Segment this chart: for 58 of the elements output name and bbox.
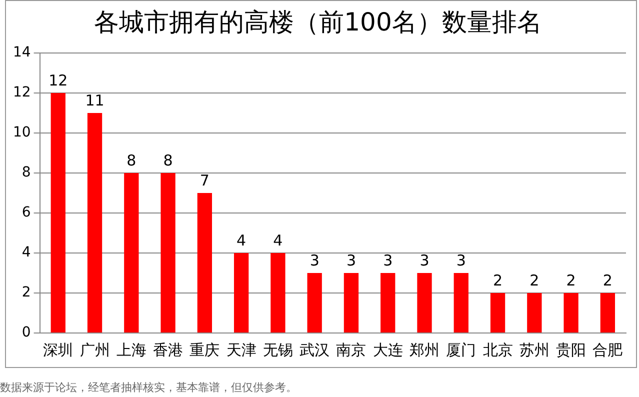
bar: [87, 113, 102, 332]
data-label: 7: [200, 171, 210, 190]
bar: [600, 293, 616, 332]
bar: [197, 193, 212, 332]
data-label: 3: [420, 251, 430, 270]
bar: [234, 253, 249, 332]
text: 数据来源于论坛，经笔者抽样核实，基本靠谱，但仅供参考。: [0, 380, 298, 395]
bar: [490, 293, 506, 332]
data-label: 2: [530, 271, 540, 290]
data-label: 11: [85, 91, 104, 110]
x-tick-label: 上海: [116, 340, 146, 359]
bar: [527, 293, 542, 332]
x-tick-label: 无锡: [262, 340, 293, 359]
x-tick-label: 重庆: [190, 340, 220, 359]
bar: [270, 253, 286, 332]
x-tick-label: 贵阳: [556, 340, 586, 359]
bar: [124, 173, 139, 332]
data-label: 3: [310, 251, 320, 270]
x-tick-label: 郑州: [410, 340, 440, 359]
bar: [50, 93, 66, 332]
y-tick-label: 0: [22, 324, 31, 341]
bar: [344, 273, 359, 332]
bar: [380, 273, 396, 332]
y-tick-label: 2: [22, 284, 31, 301]
data-label: 8: [126, 151, 136, 170]
y-tick-label: 10: [12, 124, 31, 141]
data-label: 2: [493, 271, 503, 290]
bar: [564, 293, 578, 332]
x-tick-label: 厦门: [446, 340, 476, 359]
data-label: 3: [456, 251, 466, 270]
x-tick-label: 苏州: [519, 340, 550, 359]
x-tick-label: 合肥: [592, 340, 623, 359]
data-label: 12: [48, 71, 68, 90]
data-label: 2: [602, 271, 612, 290]
x-tick-label: 大连: [372, 340, 403, 359]
data-label: 3: [346, 251, 356, 270]
data-label: 2: [566, 271, 576, 290]
x-tick-label: 武汉: [300, 340, 330, 359]
y-tick-label: 4: [22, 244, 31, 261]
data-label: 4: [273, 231, 283, 250]
x-tick-label: 天津: [226, 340, 256, 359]
x-tick-label: 广州: [80, 340, 110, 359]
x-tick-label: 深圳: [43, 340, 74, 359]
x-tick-label: 香港: [153, 340, 184, 359]
y-tick-label: 12: [12, 84, 31, 101]
bar: [454, 273, 468, 332]
chart-title: 各城市拥有的高楼（前100名）数量排名: [94, 8, 542, 36]
x-tick-label: 南京: [336, 340, 366, 359]
y-tick-label: 8: [22, 164, 31, 181]
bar: [307, 273, 322, 332]
x-tick-label: 北京: [482, 340, 513, 359]
data-label: 8: [163, 151, 173, 170]
bar: [417, 273, 432, 332]
y-tick-label: 14: [12, 44, 31, 61]
data-label: 3: [383, 251, 393, 270]
y-tick-label: 6: [22, 204, 31, 221]
bar: [160, 173, 176, 332]
data-label: 4: [236, 231, 246, 250]
